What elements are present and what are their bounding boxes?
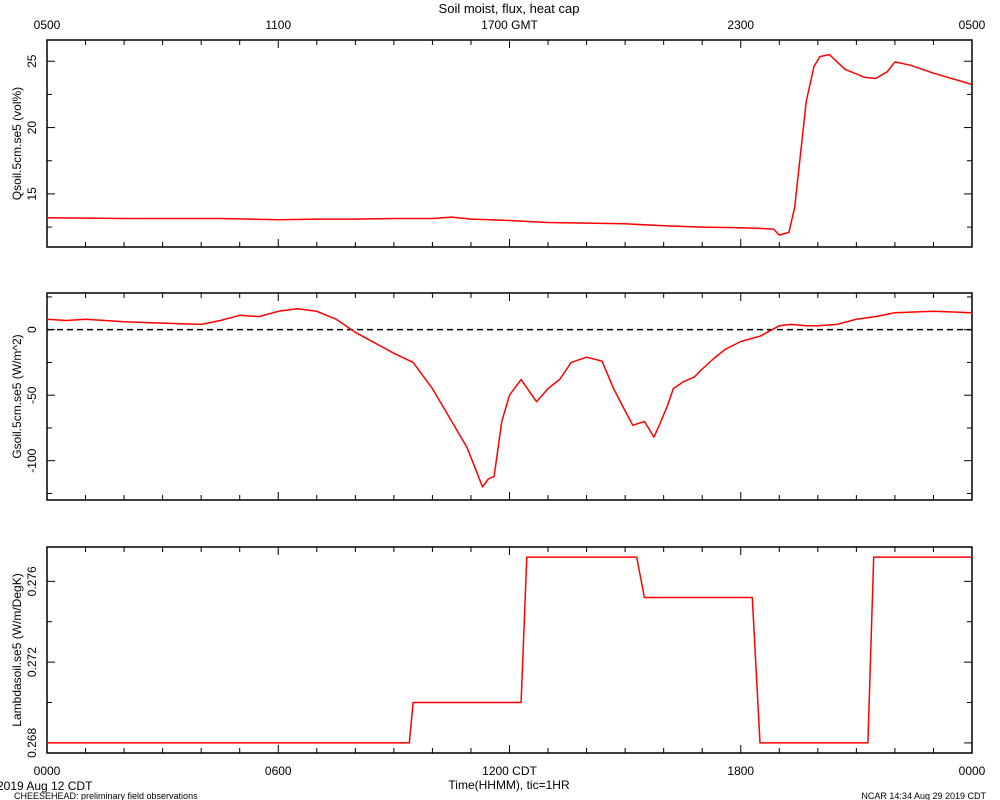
date-label: 2019 Aug 12 CDT [0, 779, 93, 793]
y-tick-label: 15 [25, 187, 39, 201]
chart-panels: 15 20 25 Qsoil.5cm.se5 (vol%) 0 -50 -100Gsoil.… [10, 39, 973, 758]
bottom-tick-label: 1200 CDT [482, 764, 537, 778]
series-line [46, 307, 973, 488]
chart-title: Soil moist, flux, heat cap [439, 1, 580, 16]
series-line [46, 53, 973, 236]
panel-frame [46, 39, 973, 248]
top-tick-label: 1100 [265, 18, 291, 32]
y-tick-label: -100 [25, 448, 39, 472]
top-tick-label: 2300 [727, 18, 754, 32]
footer-right: NCAR 14:34 Aug 29 2019 CDT [861, 791, 986, 800]
bottom-tick-label: 0000 [959, 764, 986, 778]
bottom-tick-label: 0600 [265, 764, 292, 778]
y-tick-label: 25 [25, 54, 39, 68]
bottom-tick-label: 1800 [727, 764, 754, 778]
series-line [47, 556, 972, 744]
x-axis-label: Time(HHMM), tic=1HR [448, 778, 570, 792]
y-tick-label: 0 [25, 326, 39, 333]
panel-1: 15 20 25 Qsoil.5cm.se5 (vol%) [10, 39, 973, 248]
y-tick-label: 0.272 [25, 647, 39, 677]
y-tick-label: 0.276 [25, 566, 39, 596]
y-axis-label: Lambdasoil.se5 (W/m/DegK) [10, 573, 24, 726]
top-axis-tick-labels: 0500 1100 1700 GMT 2300 0500 [34, 18, 986, 32]
panel-frame [46, 546, 973, 754]
y-tick-label: 20 [25, 121, 39, 135]
bottom-tick-label: 0000 [34, 764, 61, 778]
top-tick-label: 0500 [959, 18, 986, 32]
footer-left: CHEESEHEAD: preliminary field observatio… [14, 791, 198, 800]
y-tick-label: -50 [25, 386, 39, 404]
top-tick-label: 1700 GMT [481, 18, 538, 32]
top-tick-label: 0500 [34, 18, 61, 32]
y-axis-label: Gsoil.5cm.se5 (W/m^2) [10, 334, 24, 458]
bottom-axis-tick-labels: 0000 0600 1200 CDT 1800 0000 [34, 764, 986, 778]
y-tick-label: 0.268 [25, 728, 39, 758]
y-axis-label: Qsoil.5cm.se5 (vol%) [10, 87, 24, 200]
